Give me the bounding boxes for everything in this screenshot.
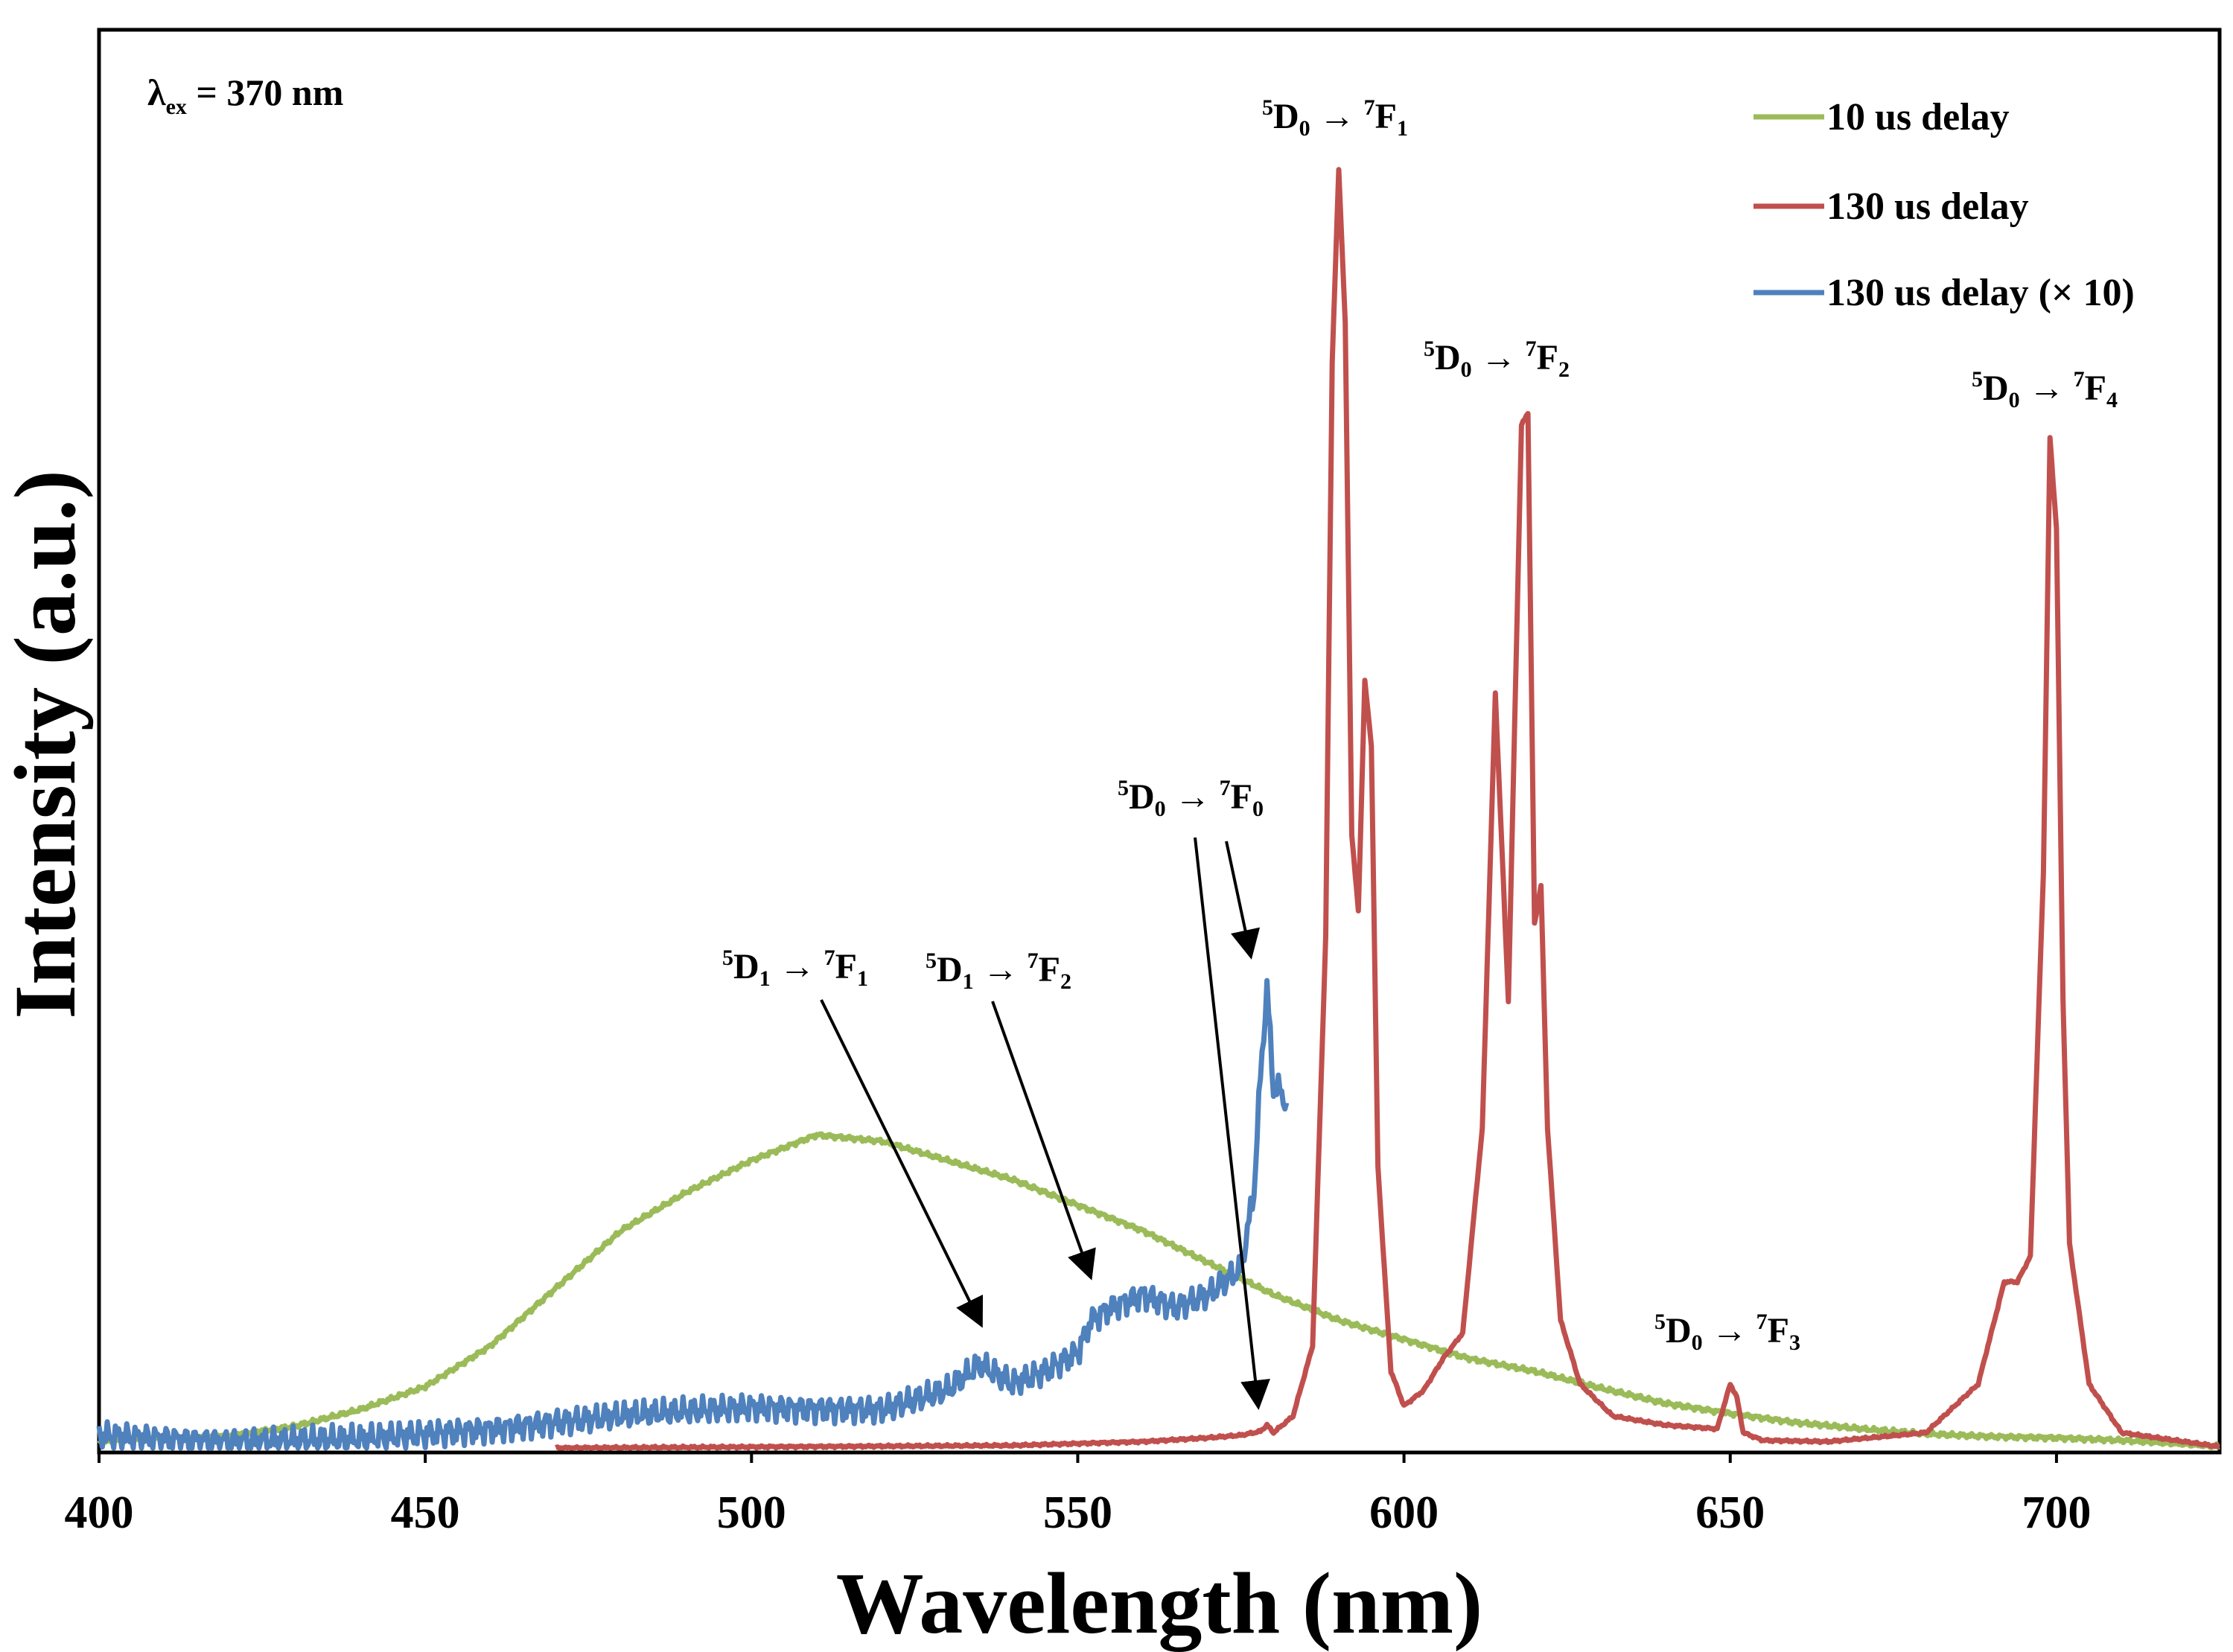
plot-frame (97, 28, 2222, 1455)
x-tick-label-550: 550 (1043, 1487, 1112, 1538)
legend-label-130us: 130 us delay (1826, 185, 2029, 228)
x-tick-label-450: 450 (391, 1487, 460, 1538)
legend: 10 us delay 130 us delay 130 us delay (×… (1753, 96, 2135, 314)
annotation-5d0-7f3: 5D0 → 7F3 (1654, 1310, 1800, 1355)
series-layer (96, 167, 2221, 1451)
annotation-5d1-7f2: 5D1 → 7F2 (926, 948, 1071, 994)
x-tick-label-650: 650 (1695, 1487, 1765, 1538)
series-line-130us-x10 (96, 978, 1290, 1451)
series-line-130us (555, 167, 2221, 1451)
x-tick-label-700: 700 (2022, 1487, 2091, 1538)
y-axis-title: Intensity (a.u.) (0, 470, 94, 1019)
arrow-5d1-7f1 (820, 999, 984, 1328)
x-tick-label-400: 400 (65, 1487, 134, 1538)
x-axis-title: Wavelength (nm) (836, 1554, 1483, 1652)
arrow-5d0-7f0-left (1194, 837, 1270, 1410)
x-tick-label-500: 500 (717, 1487, 786, 1538)
excitation-label: λex = 370 nm (147, 71, 343, 119)
annotation-5d0-7f4: 5D0 → 7F4 (1972, 367, 2118, 412)
x-tick-label-600: 600 (1369, 1487, 1439, 1538)
x-ticks: 400 450 500 550 600 650 700 (65, 1452, 2091, 1538)
annotations: 5D0 → 7F1 5D0 → 7F2 5D0 → 7F4 5D0 → 7F0 … (722, 95, 2118, 1410)
annotation-5d0-7f2: 5D0 → 7F2 (1424, 337, 1570, 382)
arrow-5d1-7f2 (991, 1001, 1096, 1281)
annotation-5d0-7f0: 5D0 → 7F0 (1118, 776, 1264, 821)
series-line-10us (97, 1131, 2221, 1450)
annotation-5d1-7f1: 5D1 → 7F1 (722, 945, 868, 991)
annotation-5d0-7f1: 5D0 → 7F1 (1262, 95, 1408, 141)
legend-label-10us: 10 us delay (1826, 96, 2010, 138)
arrow-5d0-7f0-right (1225, 841, 1261, 960)
legend-label-130us-x10: 130 us delay (× 10) (1826, 272, 2135, 314)
